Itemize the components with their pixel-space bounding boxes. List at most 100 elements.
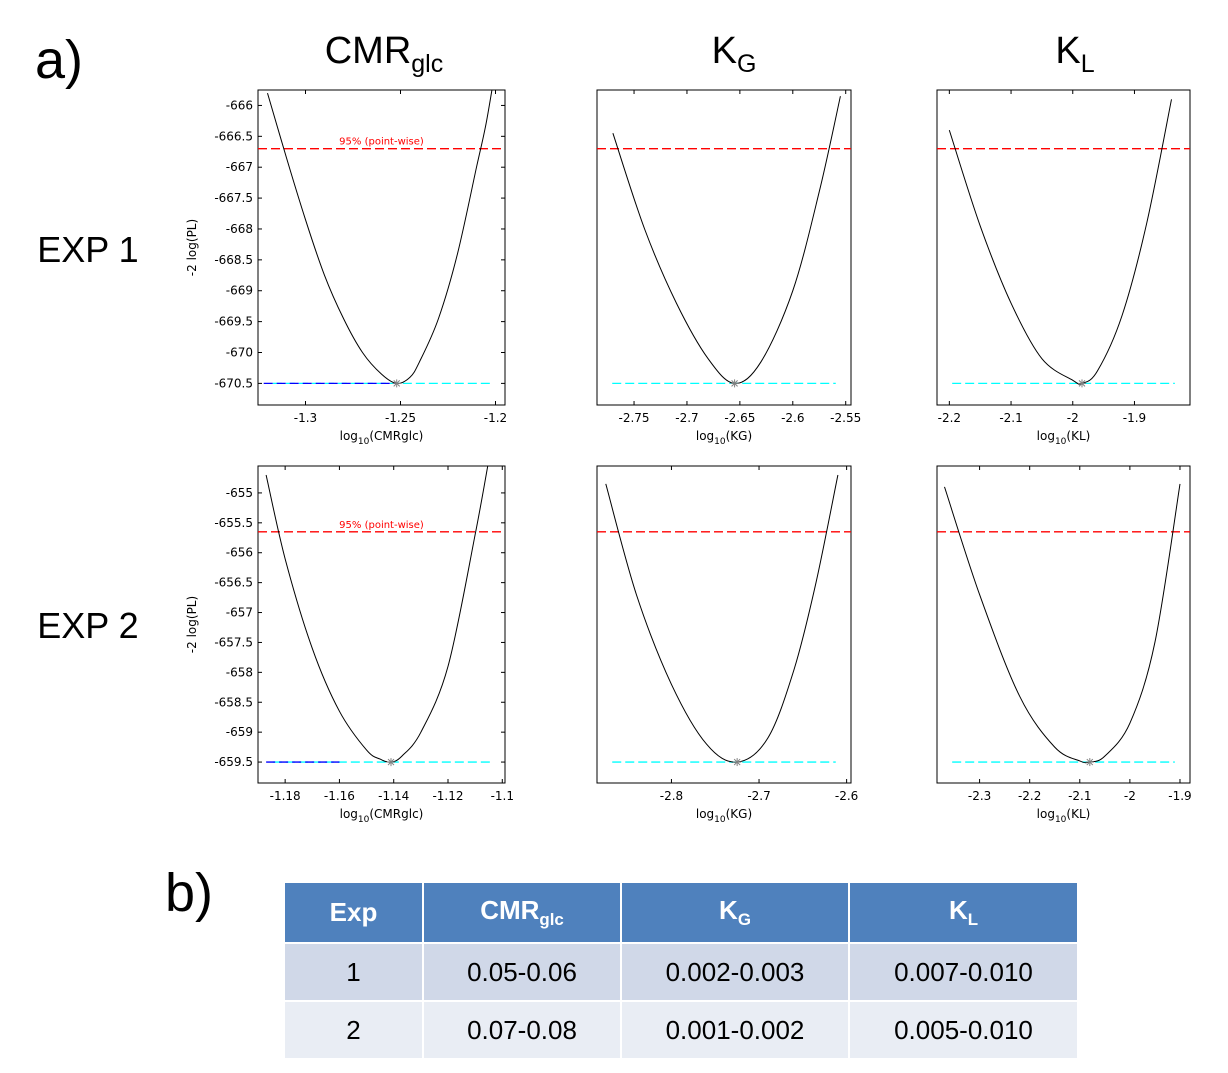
table-header-row: Exp CMRglc KG KL: [285, 883, 1077, 943]
x-tick-label: -2.7: [675, 411, 698, 425]
profile-plot-3: -2.2 -2.1 -2 -1.9 log10(KL): [936, 89, 1191, 447]
optimum-marker: [730, 379, 739, 388]
optimum-marker: [733, 758, 742, 767]
plot-frame: [936, 89, 1191, 406]
panel-b-label: b): [165, 863, 213, 923]
x-tick-label: -1.3: [294, 411, 317, 425]
profile-likelihood-curve: [948, 99, 1172, 385]
x-axis-label: log10(KG): [696, 429, 752, 447]
profile-likelihood-curve: [944, 483, 1181, 764]
profile-plot-4: 95% (point-wise) -1.18 -1.16 -1.14 -1.12 -1.1…: [185, 465, 514, 825]
x-tick-label: -1.25: [385, 411, 416, 425]
x-tick-label: -2.2: [1018, 789, 1041, 803]
x-axis-label: log10(KL): [1037, 429, 1091, 447]
y-tick-label: -659.5: [214, 755, 253, 769]
y-tick-label: -658: [226, 665, 253, 679]
panel-a-label: a): [35, 30, 83, 90]
optimum-marker: [1078, 379, 1087, 388]
plot-frame: [257, 465, 506, 784]
plot-frame: [596, 465, 852, 784]
x-axis-label: log10(CMRglc): [340, 429, 424, 447]
row-label-exp1: EXP 1: [37, 229, 138, 270]
x-axis-label: log10(CMRglc): [340, 807, 424, 825]
table-row: 2 0.07-0.08 0.001-0.002 0.005-0.010: [285, 1000, 1077, 1058]
y-tick-label: -667: [226, 160, 253, 174]
x-tick-label: -2.7: [747, 789, 770, 803]
profile-plot-5: -2.8 -2.7 -2.6 log10(KG): [596, 465, 858, 825]
y-tick-label: -659: [226, 725, 253, 739]
optimum-marker-stroke: [1078, 380, 1086, 387]
table-cell-kg: 0.001-0.002: [621, 1000, 850, 1058]
x-tick-label: -1.9: [1168, 789, 1191, 803]
y-tick-label: -657.5: [214, 635, 253, 649]
column-header-cmrglc: CMRglc: [325, 30, 444, 78]
x-tick-label: -1.18: [270, 789, 301, 803]
x-tick-label: -2: [1067, 411, 1079, 425]
y-tick-label: -670: [226, 346, 253, 360]
confidence-threshold-label: 95% (point-wise): [339, 137, 424, 148]
x-tick-label: -1.9: [1123, 411, 1146, 425]
optimum-marker: [1085, 758, 1094, 767]
x-tick-label: -1.2: [484, 411, 507, 425]
y-tick-label: -666: [226, 98, 253, 112]
profile-plot-1: 95% (point-wise) -1.3 -1.25 -1.2 -666 -666.5 -…: [185, 89, 507, 447]
y-tick-label: -669: [226, 284, 253, 298]
x-tick-label: -1.1: [491, 789, 514, 803]
x-tick-label: -2: [1124, 789, 1136, 803]
y-tick-label: -668.5: [214, 253, 253, 267]
plot-frame: [596, 89, 852, 406]
y-tick-label: -655: [226, 486, 253, 500]
x-axis-label: log10(KL): [1037, 807, 1091, 825]
y-tick-label: -658.5: [214, 695, 253, 709]
plots-layer: 95% (point-wise) -1.3 -1.25 -1.2 -666 -666.5 -…: [185, 89, 1192, 825]
optimum-marker-stroke: [733, 758, 741, 766]
y-axis-label: -2 log(PL): [185, 596, 199, 653]
optimum-marker-stroke: [387, 758, 395, 766]
y-tick-label: -670.5: [214, 376, 253, 390]
y-tick-label: -666.5: [214, 129, 253, 143]
table-cell-kl: 0.007-0.010: [849, 942, 1077, 1001]
plot-frame: [257, 89, 506, 406]
profile-plot-2: -2.75 -2.7 -2.65 -2.6 -2.55 log10(KG): [596, 89, 861, 447]
x-tick-label: -2.1: [999, 411, 1022, 425]
x-tick-label: -2.1: [1068, 789, 1091, 803]
x-tick-label: -2.6: [781, 411, 804, 425]
table-header-kg: KG: [621, 883, 850, 943]
table-cell-cmrglc: 0.07-0.08: [423, 1000, 622, 1058]
optimum-marker: [387, 758, 395, 767]
column-header-kl: KL: [1055, 30, 1094, 78]
parameter-range-table: Exp CMRglc KG KL 1 0.05-0.06 0.002-0.003…: [285, 883, 1077, 1058]
y-tick-label: -655.5: [214, 516, 253, 530]
x-tick-label: -2.6: [835, 789, 858, 803]
y-axis-label: -2 log(PL): [185, 219, 199, 276]
plot-frame: [936, 465, 1191, 784]
optimum-marker-stroke: [1086, 758, 1094, 766]
x-tick-label: -2.65: [724, 411, 755, 425]
table-header-exp: Exp: [285, 883, 424, 943]
x-tick-label: -2.3: [968, 789, 991, 803]
profile-plot-6: -2.3 -2.2 -2.1 -2 -1.9 log10(KL): [936, 465, 1192, 825]
y-tick-label: -669.5: [214, 315, 253, 329]
x-tick-label: -2.55: [830, 411, 861, 425]
column-header-kg: KG: [712, 30, 757, 78]
y-tick-label: -656.5: [214, 576, 253, 590]
table-cell-cmrglc: 0.05-0.06: [423, 942, 622, 1001]
x-tick-label: -2.8: [660, 789, 683, 803]
optimum-marker: [392, 379, 401, 388]
x-axis-label: log10(KG): [696, 807, 752, 825]
x-tick-label: -1.16: [324, 789, 355, 803]
table-cell-kl: 0.005-0.010: [849, 1000, 1077, 1058]
table-row: 1 0.05-0.06 0.002-0.003 0.007-0.010: [285, 942, 1077, 1001]
table-header-kl: KL: [849, 883, 1077, 943]
table-cell-kg: 0.002-0.003: [621, 942, 850, 1001]
optimum-marker-stroke: [731, 380, 738, 387]
row-label-exp2: EXP 2: [37, 605, 138, 646]
y-tick-label: -656: [226, 546, 253, 560]
x-tick-label: -2.75: [619, 411, 650, 425]
y-tick-label: -667.5: [214, 191, 253, 205]
table-cell-exp: 1: [285, 942, 424, 1001]
y-tick-label: -657: [226, 606, 253, 620]
confidence-threshold-label: 95% (point-wise): [339, 520, 424, 531]
x-tick-label: -2.2: [938, 411, 961, 425]
